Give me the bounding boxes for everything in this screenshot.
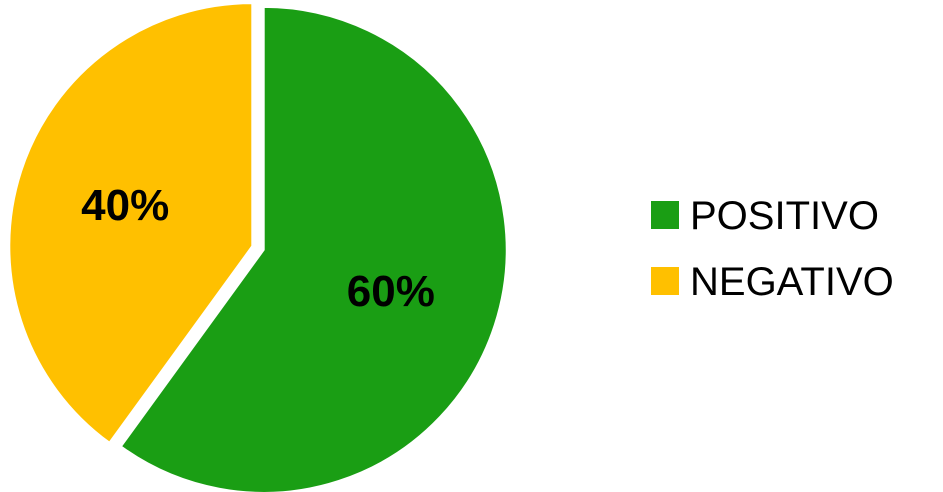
- legend-label-positivo: POSITIVO: [690, 194, 879, 238]
- data-label-negativo: 40%: [81, 181, 169, 230]
- pie-slice-positivo: [119, 5, 508, 492]
- legend-swatch-positivo: [651, 201, 679, 229]
- legend: POSITIVO NEGATIVO: [651, 194, 894, 304]
- data-label-positivo: 60%: [347, 267, 435, 316]
- legend-label-negativo: NEGATIVO: [690, 260, 894, 304]
- pie-data-labels: 60% 40%: [81, 181, 435, 316]
- pie-slices: [8, 2, 508, 492]
- pie-slice-negativo: [8, 2, 254, 445]
- legend-swatch-negativo: [651, 267, 679, 295]
